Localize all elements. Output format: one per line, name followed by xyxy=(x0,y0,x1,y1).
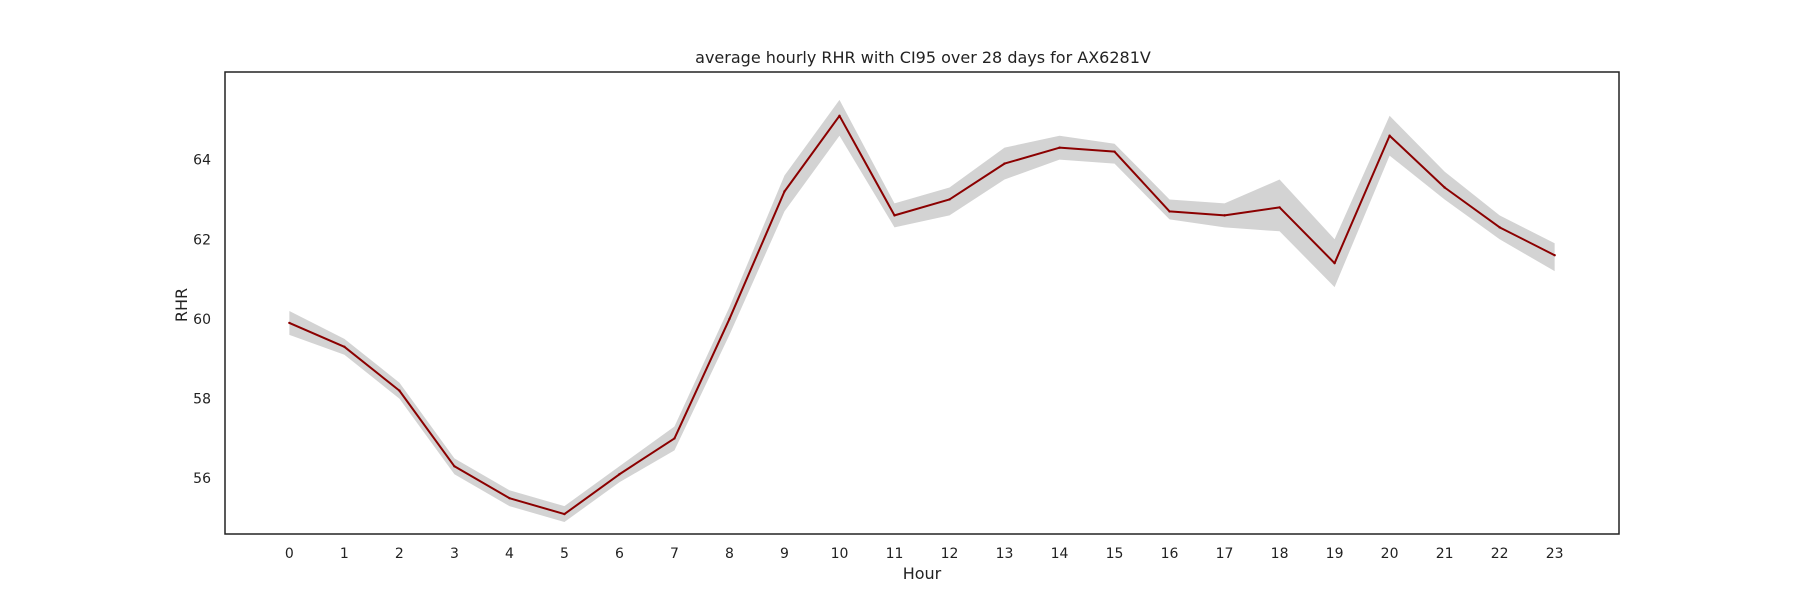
data-point-hour-16 xyxy=(1168,210,1171,213)
data-point-hour-6 xyxy=(618,473,621,476)
data-point-hour-7 xyxy=(673,437,676,440)
x-tick-label: 2 xyxy=(395,546,404,562)
x-axis-label: Hour xyxy=(903,564,942,583)
x-tick-label: 4 xyxy=(505,546,514,562)
data-point-hour-19 xyxy=(1333,261,1336,265)
y-tick-label: 60 xyxy=(193,312,211,328)
ci95-band xyxy=(289,99,1555,523)
data-point-hour-8 xyxy=(728,317,731,321)
x-tick-label: 22 xyxy=(1491,546,1509,562)
x-tick-label: 21 xyxy=(1436,546,1454,562)
x-tick-label: 5 xyxy=(560,546,569,562)
x-tick-label: 14 xyxy=(1051,546,1069,562)
y-tick-label: 64 xyxy=(193,153,211,169)
data-point-hour-1 xyxy=(343,345,346,349)
data-point-hour-22 xyxy=(1498,226,1501,229)
x-tick-label: 10 xyxy=(831,546,849,562)
data-point-hour-5 xyxy=(563,512,566,516)
x-tick-label: 7 xyxy=(670,546,679,562)
x-tick-label: 18 xyxy=(1271,546,1289,562)
data-point-hour-12 xyxy=(948,198,951,201)
chart-title: average hourly RHR with CI95 over 28 day… xyxy=(695,48,1151,67)
data-point-hour-21 xyxy=(1443,186,1446,189)
x-tick-label: 3 xyxy=(450,546,459,562)
x-tick-label: 13 xyxy=(996,546,1014,562)
data-point-hour-4 xyxy=(508,496,511,500)
data-point-hour-18 xyxy=(1278,206,1281,209)
x-tick-label: 20 xyxy=(1381,546,1399,562)
data-point-hour-3 xyxy=(453,465,456,468)
x-tick-label: 0 xyxy=(285,546,294,562)
data-point-hour-11 xyxy=(893,214,896,217)
data-point-hour-14 xyxy=(1058,146,1061,149)
x-tick-label: 8 xyxy=(725,546,734,562)
data-point-hour-13 xyxy=(1003,162,1006,165)
data-point-hour-9 xyxy=(783,190,786,193)
x-tick-label: 12 xyxy=(941,546,959,562)
x-tick-label: 9 xyxy=(780,546,789,562)
x-axis-ticks: 0 1 2 3 4 5 6 7 8 9 10 11 12 13 14 15 16 17 18 19 20 21 22 23 xyxy=(285,546,1564,562)
data-point-hour-2 xyxy=(398,389,401,392)
x-tick-label: 16 xyxy=(1161,546,1179,562)
plot-frame xyxy=(224,71,1620,535)
data-point-hour-23 xyxy=(1553,254,1556,257)
y-tick-label: 56 xyxy=(193,471,211,487)
y-tick-label: 62 xyxy=(193,232,211,248)
x-tick-label: 1 xyxy=(340,546,349,562)
data-point-hour-20 xyxy=(1388,134,1391,137)
x-tick-label: 19 xyxy=(1326,546,1344,562)
y-axis-ticks: 56 58 60 62 64 xyxy=(193,153,211,488)
y-axis-label: RHR xyxy=(172,288,191,322)
data-point-hour-15 xyxy=(1113,150,1116,153)
data-point-hour-10 xyxy=(838,114,841,118)
data-point-hour-0 xyxy=(288,321,291,325)
x-tick-label: 15 xyxy=(1106,546,1124,562)
y-tick-label: 58 xyxy=(193,392,211,408)
x-tick-label: 17 xyxy=(1216,546,1234,562)
rhr-mean-line xyxy=(288,114,1556,516)
plot-area xyxy=(288,99,1556,523)
x-tick-label: 23 xyxy=(1546,546,1564,562)
x-tick-label: 11 xyxy=(886,546,904,562)
data-point-hour-17 xyxy=(1223,214,1226,217)
x-tick-label: 6 xyxy=(615,546,624,562)
